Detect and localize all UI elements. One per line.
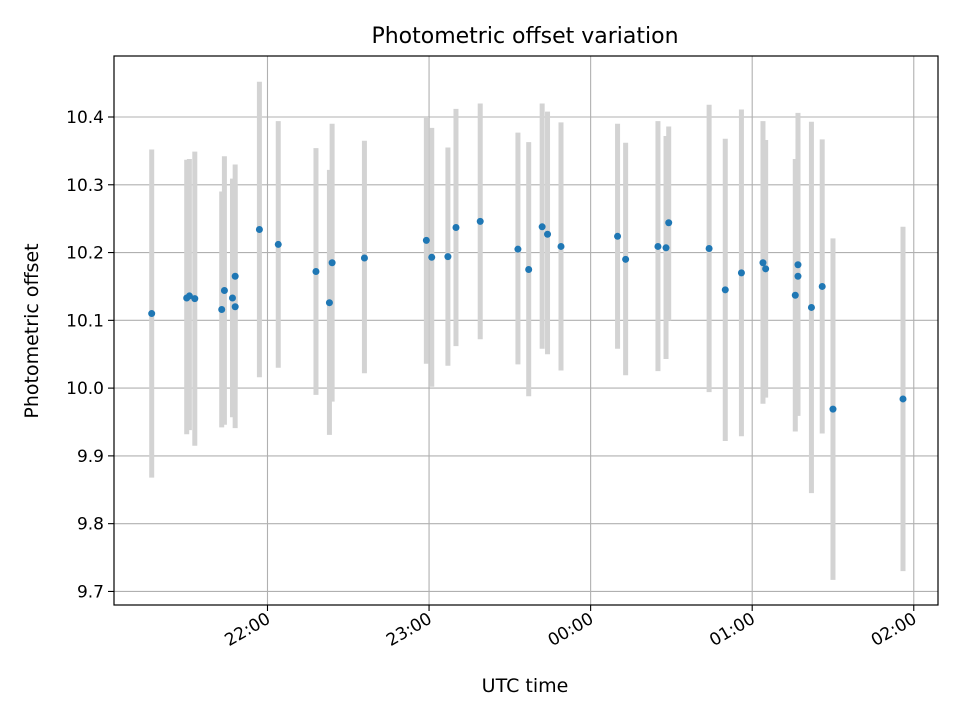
data-point <box>762 265 770 273</box>
y-tick-label: 10.1 <box>66 311 104 331</box>
y-tick-label: 9.7 <box>77 582 104 602</box>
y-tick-label: 10.0 <box>66 379 104 399</box>
data-point <box>444 253 452 261</box>
data-point <box>818 282 826 290</box>
y-tick-label: 9.8 <box>77 515 104 535</box>
data-point <box>228 294 236 302</box>
data-point <box>829 405 837 413</box>
data-point <box>274 240 282 248</box>
y-tick-label: 10.4 <box>66 108 104 128</box>
data-point <box>759 259 767 267</box>
data-point <box>218 305 226 313</box>
x-axis-label: UTC time <box>482 675 569 697</box>
data-point <box>525 266 533 273</box>
data-point <box>325 299 333 307</box>
data-point <box>514 245 522 253</box>
data-point <box>614 232 622 240</box>
data-point <box>557 242 565 250</box>
grid <box>114 56 938 605</box>
chart-title: Photometric offset variation <box>371 24 678 49</box>
data-point <box>328 259 336 267</box>
data-point <box>807 303 815 311</box>
data-point <box>665 219 673 227</box>
y-axis-label: Photometric offset <box>21 243 43 418</box>
data-point <box>428 253 436 261</box>
y-tick-label: 10.2 <box>66 244 104 264</box>
data-point <box>255 226 263 234</box>
y-tick-label: 10.3 <box>66 176 104 196</box>
data-point <box>794 261 802 269</box>
data-point <box>544 230 552 238</box>
data-point <box>231 303 239 311</box>
data-point <box>791 291 799 299</box>
data-points <box>148 217 907 413</box>
data-point <box>538 223 546 231</box>
data-point <box>231 272 239 280</box>
data-point <box>422 236 430 244</box>
data-point <box>191 295 199 303</box>
plot-area-frame <box>113 55 939 606</box>
data-point <box>360 254 368 262</box>
data-point <box>185 292 193 300</box>
data-point <box>452 223 460 231</box>
data-point <box>899 395 907 403</box>
data-point <box>220 287 228 295</box>
data-point <box>312 268 320 276</box>
data-point <box>622 255 630 263</box>
data-point <box>662 244 670 252</box>
data-point <box>794 272 802 280</box>
data-point <box>737 269 745 277</box>
data-point <box>705 244 713 252</box>
data-point <box>476 217 484 225</box>
data-point <box>721 286 729 294</box>
data-point <box>654 242 662 250</box>
y-tick-label: 9.9 <box>77 447 104 467</box>
data-point <box>148 310 156 318</box>
